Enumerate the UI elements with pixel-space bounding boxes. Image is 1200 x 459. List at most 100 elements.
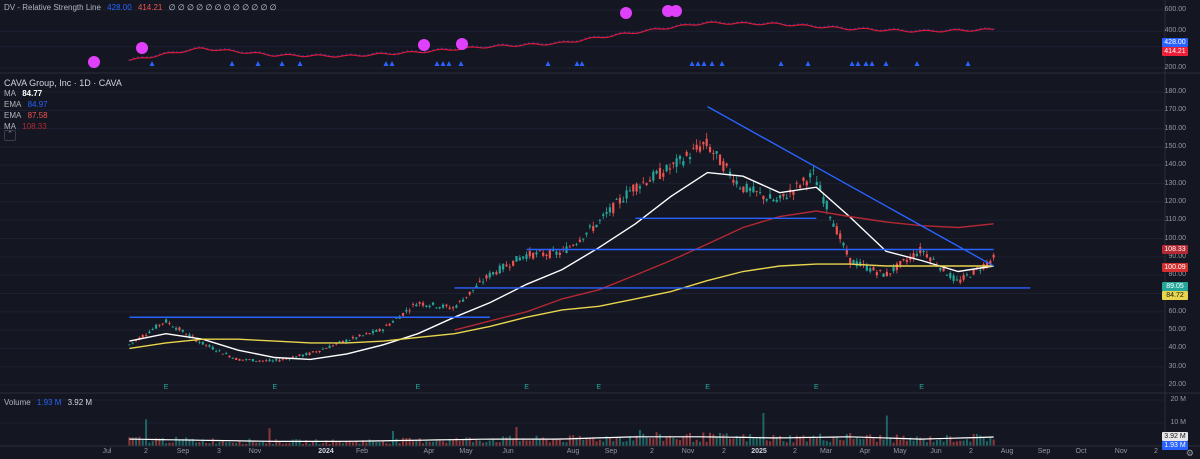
volume-bar xyxy=(969,441,972,446)
gear-icon[interactable]: ⚙ xyxy=(1185,448,1194,458)
candle-body xyxy=(842,242,845,246)
candle-body xyxy=(305,353,308,356)
candle-body xyxy=(989,260,992,265)
symbol-title[interactable]: CAVA Group, Inc · 1D · CAVA xyxy=(4,78,122,88)
volume-bar xyxy=(568,435,571,446)
x-tick-label: Jun xyxy=(930,448,942,455)
candle-body xyxy=(708,147,712,153)
volume-bar xyxy=(972,434,975,446)
x-tick-label: Nov xyxy=(1114,448,1128,455)
candle-body xyxy=(922,250,925,253)
volume-bar xyxy=(415,439,418,446)
candle-body xyxy=(688,157,692,160)
candle-body xyxy=(265,360,268,362)
volume-bar xyxy=(291,439,294,446)
candle-body xyxy=(542,252,545,256)
candle-body xyxy=(241,359,244,361)
volume-legend[interactable]: Volume 1.93 M 3.92 M xyxy=(4,398,96,407)
candle-body xyxy=(532,252,535,259)
earnings-marker: E xyxy=(164,384,169,391)
candle-body xyxy=(391,321,395,323)
x-tick-label: 2 xyxy=(1154,448,1158,455)
collapse-legend-button[interactable]: ⌃ xyxy=(4,130,16,141)
candle-body xyxy=(181,329,184,332)
ma-white-line xyxy=(129,171,994,361)
volume-bar xyxy=(975,433,978,446)
candle-body xyxy=(261,360,264,362)
volume-bar xyxy=(218,441,221,446)
candle-body xyxy=(722,161,725,172)
volume-bar xyxy=(622,441,625,446)
price-tick-label: 180.00 xyxy=(1164,88,1186,95)
candle-body xyxy=(945,274,949,276)
rs-signal-marker xyxy=(965,61,971,66)
price-tick-label: 100.00 xyxy=(1164,234,1186,242)
legend-ema1[interactable]: EMA 84.97 xyxy=(4,100,52,109)
candle-body xyxy=(465,296,468,298)
volume-bar xyxy=(759,436,762,446)
rs-tick-label: 200.00 xyxy=(1164,64,1186,71)
volume-bar xyxy=(371,440,374,446)
volume-bar xyxy=(932,442,935,446)
volume-bar xyxy=(338,441,341,446)
volume-value-white: 3.92 M xyxy=(67,398,93,407)
volume-bar xyxy=(251,442,254,446)
candle-body xyxy=(682,161,685,166)
candle-body xyxy=(662,173,665,177)
volume-bar xyxy=(779,435,782,446)
volume-bar xyxy=(532,438,535,446)
volume-bar xyxy=(361,440,364,446)
candle-body xyxy=(275,359,278,361)
volume-bar xyxy=(815,437,818,446)
candle-body xyxy=(715,151,718,154)
volume-bar xyxy=(358,443,361,446)
earnings-marker: E xyxy=(596,384,601,391)
candle-body xyxy=(628,190,632,192)
rs-signal-marker xyxy=(149,61,155,66)
price-tick-label: 80.00 xyxy=(1168,271,1186,279)
indicator-legend[interactable]: DV - Relative Strength Line 428.00 414.2… xyxy=(4,3,281,12)
volume-bar xyxy=(341,443,344,446)
volume-bar xyxy=(882,439,885,446)
ma-red2-tag: 100.09 xyxy=(1162,263,1188,272)
volume-bar xyxy=(438,440,441,446)
volume-bar xyxy=(702,432,705,446)
volume-bar xyxy=(298,439,301,446)
legend-ema2[interactable]: EMA 87.58 xyxy=(4,111,52,120)
volume-bar xyxy=(535,435,538,446)
volume-bar xyxy=(365,442,368,446)
rs-signal-marker xyxy=(279,61,285,66)
legend-ma2-label: MA xyxy=(4,122,16,131)
volume-bar xyxy=(829,442,832,446)
volume-bar xyxy=(281,443,284,446)
volume-bar xyxy=(625,441,628,446)
volume-bar xyxy=(605,436,608,446)
volume-bar xyxy=(318,444,321,446)
legend-ma1[interactable]: MA 84.77 xyxy=(4,89,46,98)
candle-body xyxy=(618,197,622,204)
candle-body xyxy=(395,317,398,319)
volume-bar xyxy=(131,437,134,446)
volume-bar xyxy=(985,441,988,446)
candle-body xyxy=(441,304,445,308)
candle-body xyxy=(471,289,475,291)
candle-body xyxy=(748,188,752,191)
candle-body xyxy=(482,281,485,283)
candle-body xyxy=(215,350,218,352)
candle-body xyxy=(435,307,438,309)
new-high-dot xyxy=(136,42,148,54)
volume-bar xyxy=(241,443,244,446)
rs-signal-marker xyxy=(883,61,889,66)
ma-red-line xyxy=(454,210,994,331)
volume-bar xyxy=(919,437,922,446)
x-tick-label: 2 xyxy=(793,448,797,455)
candle-body xyxy=(602,214,605,216)
candle-body xyxy=(488,272,491,278)
legend-ma2[interactable]: MA 108.33 xyxy=(4,122,51,131)
candle-body xyxy=(388,323,391,326)
earnings-marker: E xyxy=(272,384,277,391)
candle-body xyxy=(825,200,828,210)
volume-bar xyxy=(745,441,748,446)
candle-body xyxy=(225,353,228,355)
volume-bar xyxy=(632,440,635,446)
